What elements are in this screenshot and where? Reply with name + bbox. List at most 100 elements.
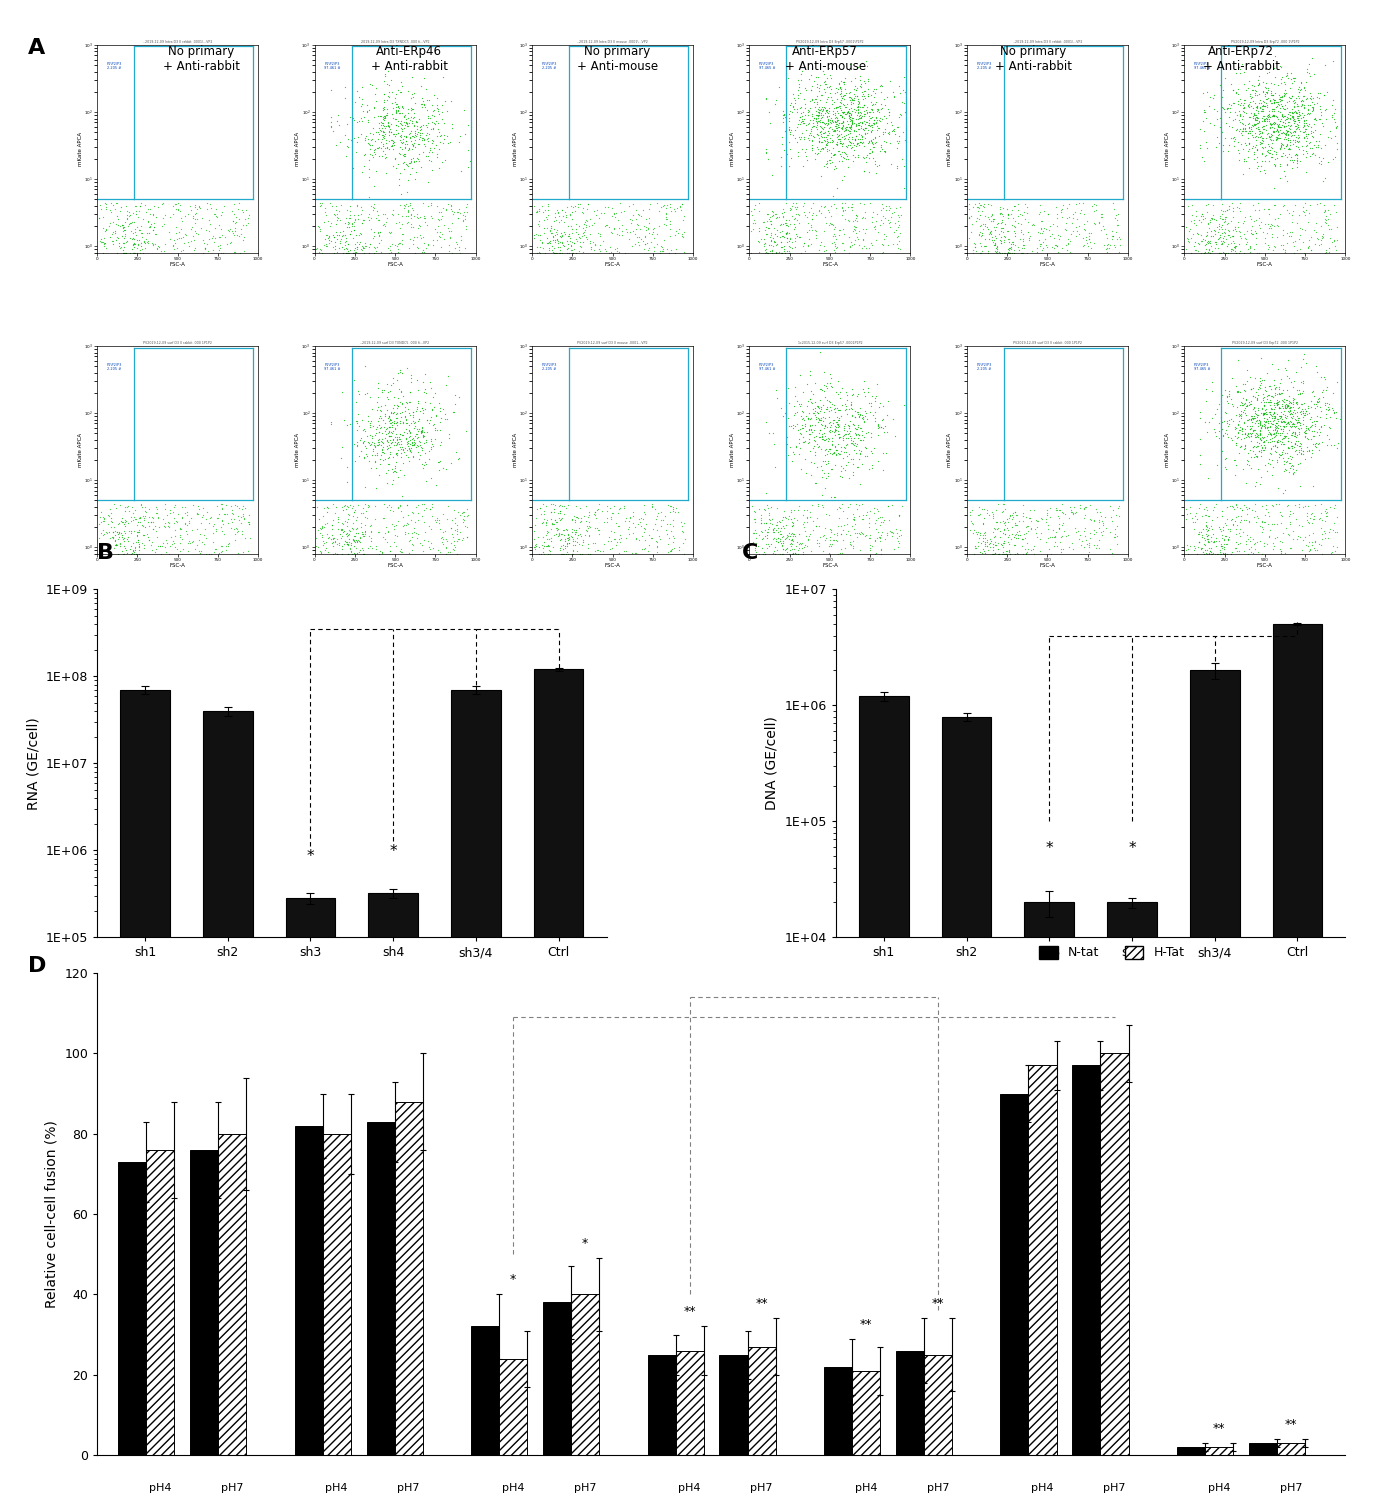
Point (596, 510, 619, 534)
Point (1043, 534, 1065, 558)
Point (822, 99, 845, 123)
Point (774, 554, 796, 578)
Point (745, 531, 767, 555)
Point (570, 524, 592, 548)
Point (1261, 548, 1283, 572)
Point (1243, 396, 1265, 420)
Text: pH7: pH7 (574, 1484, 596, 1492)
Point (1233, 72, 1255, 96)
Point (1214, 524, 1236, 548)
Point (381, 81, 404, 105)
Point (111, 249, 133, 273)
Point (1272, 402, 1294, 426)
Point (1298, 512, 1320, 536)
Point (1062, 537, 1085, 561)
Point (558, 522, 580, 546)
Point (841, 87, 863, 111)
Point (104, 219, 126, 243)
Point (1261, 352, 1283, 376)
Point (1264, 154, 1286, 178)
Point (336, 532, 358, 556)
Point (849, 441, 871, 465)
Point (785, 190, 807, 214)
Point (1037, 217, 1060, 242)
Point (1243, 396, 1265, 420)
Point (1225, 234, 1247, 258)
Point (1265, 411, 1287, 435)
Point (1234, 422, 1257, 446)
Point (1194, 99, 1216, 123)
Point (888, 74, 910, 98)
Point (1287, 114, 1309, 138)
Point (1196, 80, 1218, 104)
Point (361, 430, 383, 454)
Point (459, 148, 481, 172)
Point (997, 525, 1019, 549)
Point (358, 430, 380, 454)
Point (800, 538, 822, 562)
Point (867, 98, 889, 122)
Point (1042, 550, 1064, 574)
Point (326, 542, 348, 566)
Point (777, 536, 799, 560)
Point (1068, 201, 1090, 225)
Point (779, 146, 802, 170)
Point (370, 436, 393, 460)
Point (201, 530, 223, 554)
Point (1229, 56, 1251, 80)
Point (882, 406, 904, 430)
Point (350, 538, 372, 562)
Point (345, 548, 368, 572)
Point (101, 252, 123, 276)
Point (965, 546, 988, 570)
Point (214, 252, 236, 276)
Bar (859, 696, 908, 1500)
Point (1243, 417, 1265, 441)
Point (553, 524, 576, 548)
Point (1190, 210, 1212, 234)
Point (757, 252, 779, 276)
Point (1279, 414, 1301, 438)
Point (872, 458, 895, 482)
Point (431, 398, 454, 422)
Point (1225, 236, 1247, 260)
Point (558, 531, 580, 555)
Point (1276, 96, 1298, 120)
Point (1200, 242, 1222, 266)
Point (982, 230, 1004, 254)
Point (868, 526, 890, 550)
Point (234, 496, 257, 520)
Point (356, 99, 379, 123)
Point (1282, 420, 1304, 444)
Point (344, 90, 366, 114)
Point (420, 435, 442, 459)
Point (1226, 538, 1248, 562)
Point (1295, 509, 1318, 532)
Point (569, 496, 591, 520)
Point (1244, 420, 1266, 444)
Point (1201, 207, 1223, 231)
Point (412, 538, 434, 562)
Point (838, 207, 860, 231)
Point (778, 230, 800, 254)
Point (391, 435, 413, 459)
Point (350, 514, 372, 538)
Point (401, 136, 423, 160)
Point (1255, 384, 1277, 408)
Point (313, 195, 336, 219)
Point (1254, 435, 1276, 459)
Point (775, 424, 798, 448)
Point (566, 538, 588, 562)
Point (804, 405, 827, 429)
Point (108, 214, 130, 238)
Point (179, 528, 201, 552)
Point (1229, 419, 1251, 442)
Point (1272, 387, 1294, 411)
Point (775, 190, 798, 214)
Point (813, 219, 835, 243)
Point (1196, 224, 1218, 248)
Point (333, 494, 355, 517)
Point (789, 225, 811, 249)
Point (1251, 404, 1273, 427)
Point (1047, 504, 1069, 528)
